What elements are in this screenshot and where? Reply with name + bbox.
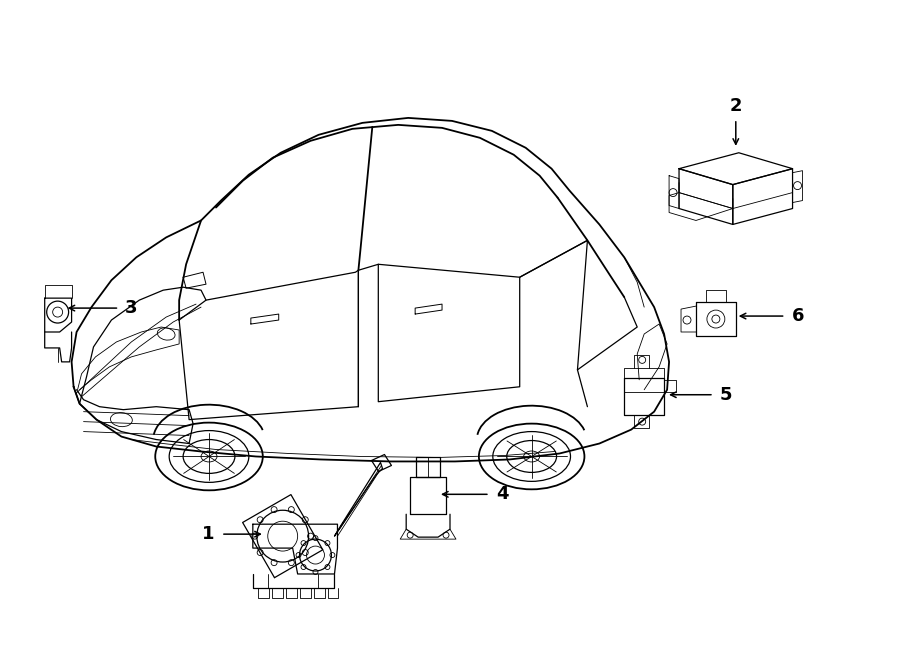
Text: 2: 2 bbox=[730, 97, 742, 115]
Text: 6: 6 bbox=[792, 307, 805, 325]
Text: 1: 1 bbox=[202, 525, 214, 543]
Text: 3: 3 bbox=[125, 299, 138, 317]
Text: 4: 4 bbox=[497, 485, 509, 503]
Text: 5: 5 bbox=[720, 386, 732, 404]
